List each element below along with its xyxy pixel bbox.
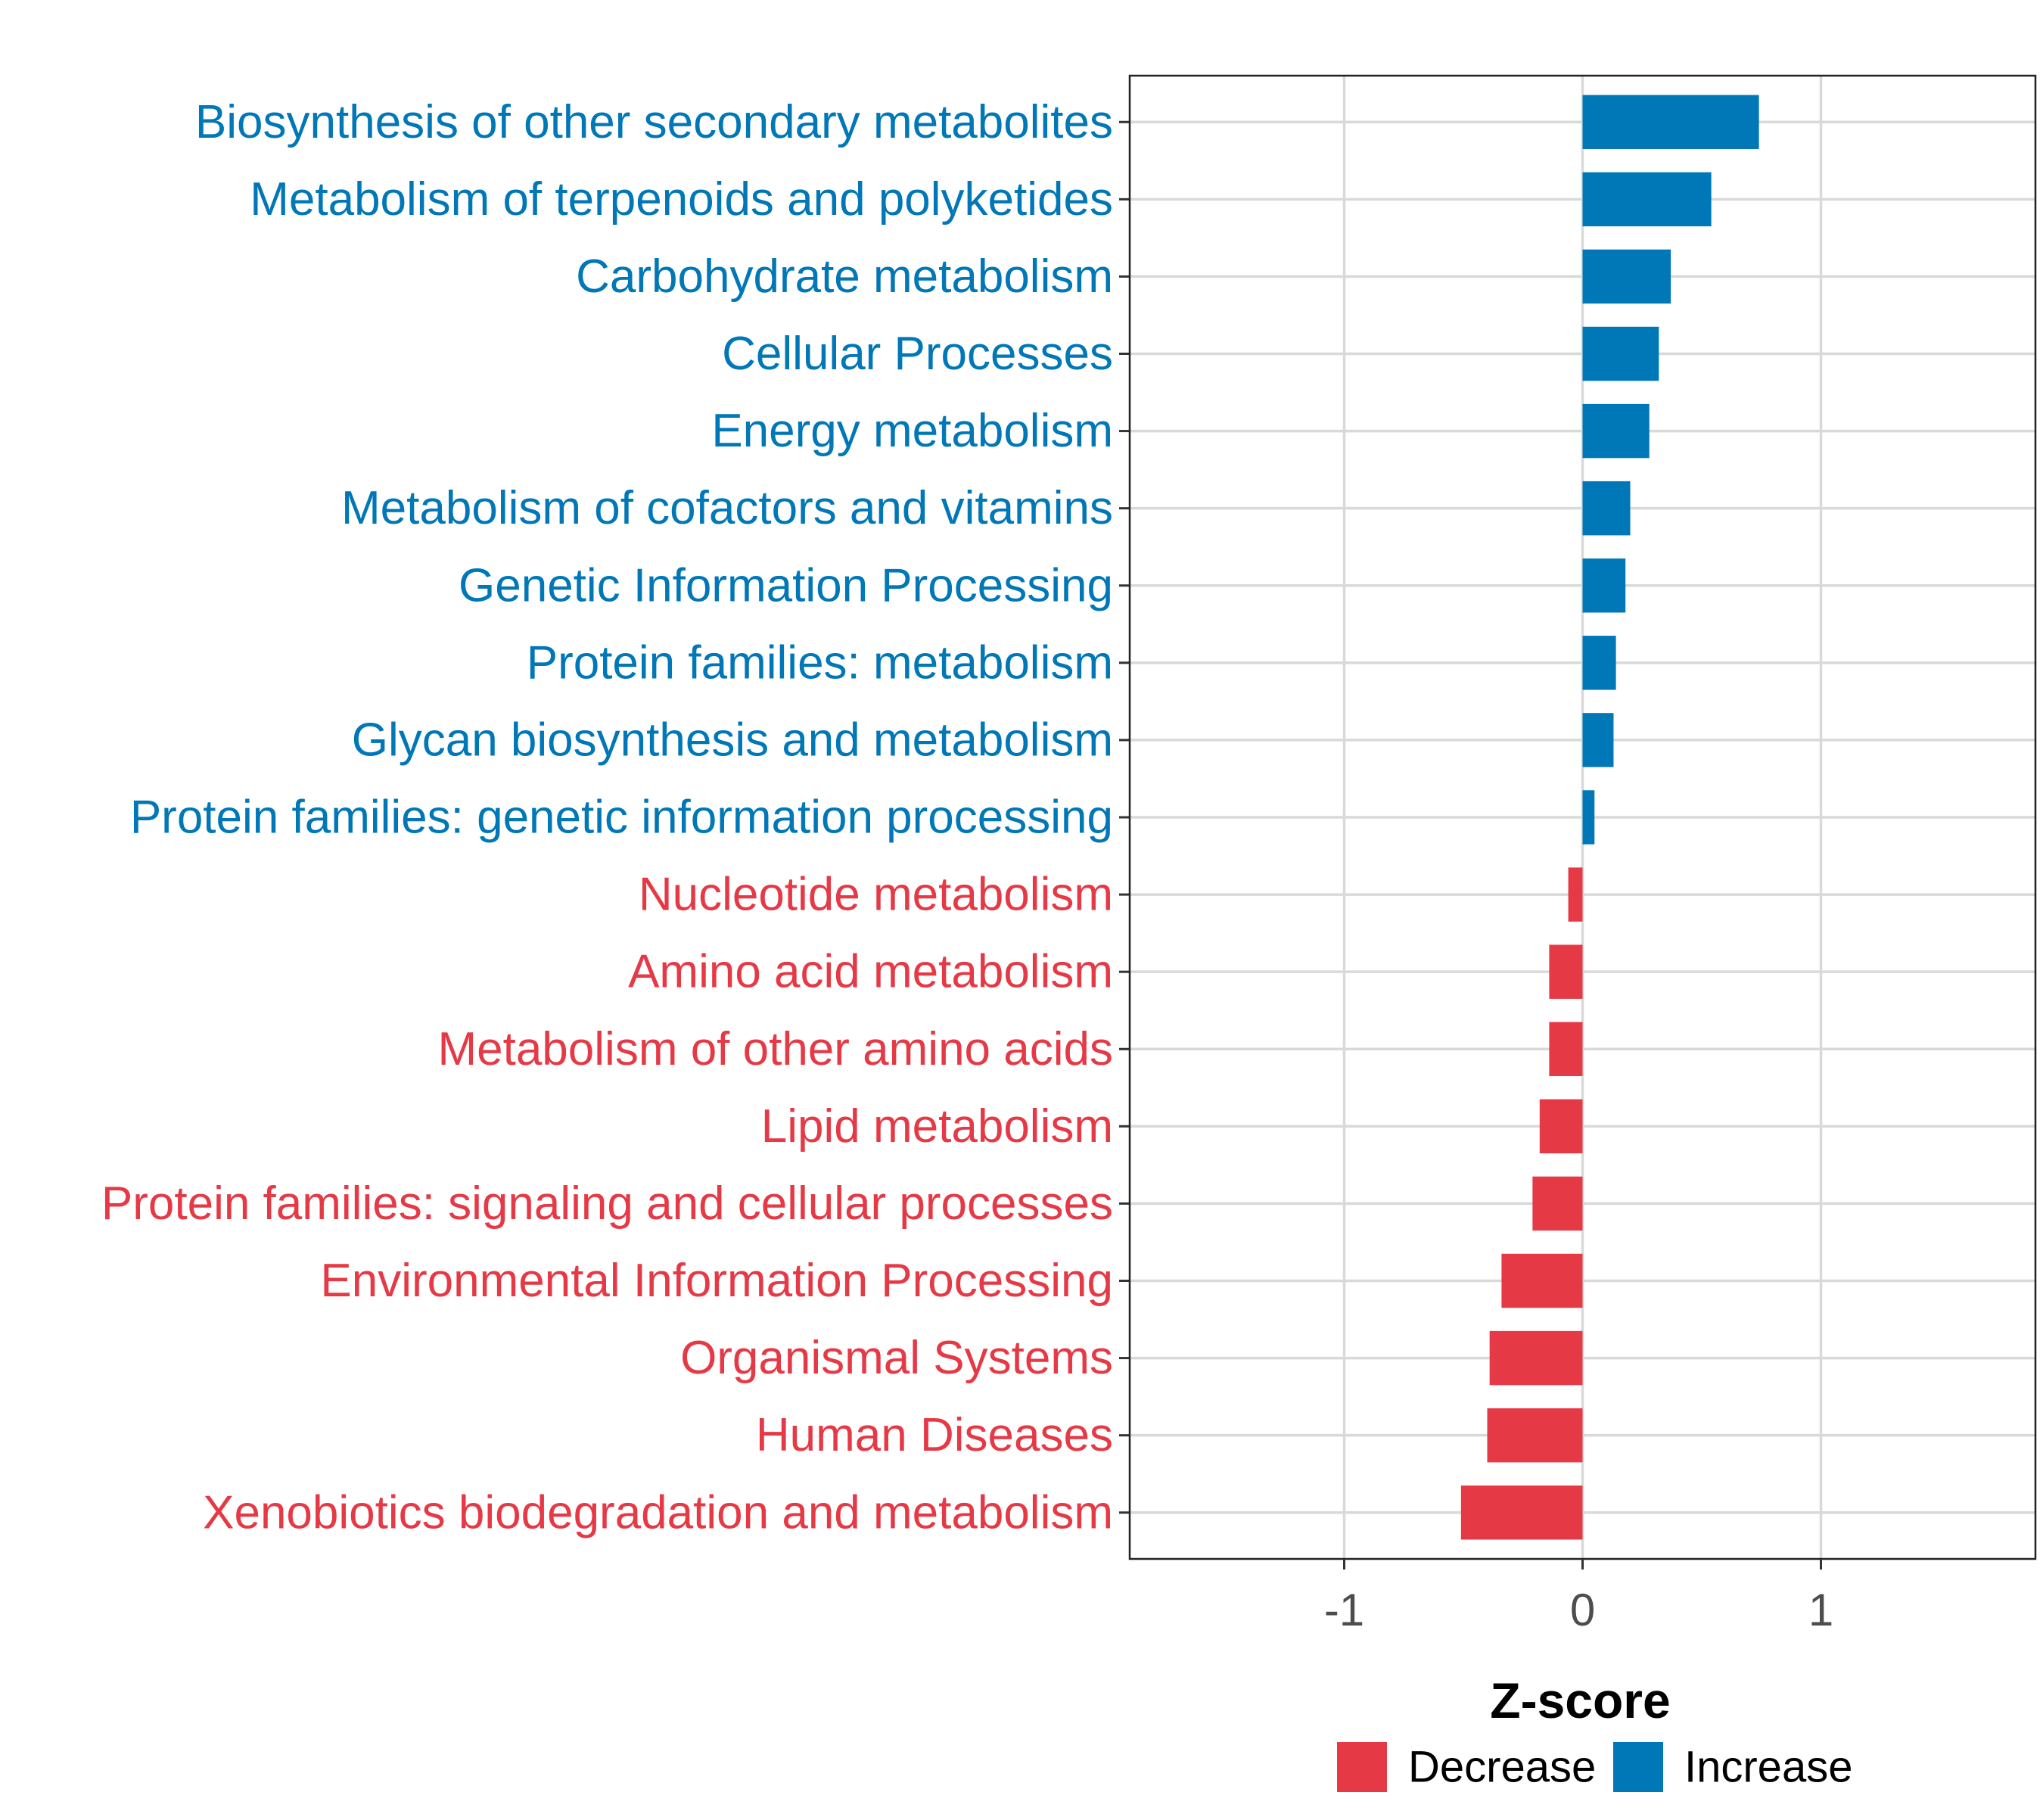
category-label: Carbohydrate metabolism xyxy=(576,250,1113,303)
category-label: Nucleotide metabolism xyxy=(639,869,1113,921)
x-tick-label: 0 xyxy=(1570,1585,1595,1635)
category-label: Protein families: genetic information pr… xyxy=(130,792,1113,844)
legend-label: Decrease xyxy=(1408,1743,1596,1792)
category-label: Metabolism of cofactors and vitamins xyxy=(341,482,1113,534)
bar-increase xyxy=(1582,636,1616,690)
category-label: Metabolism of terpenoids and polyketides xyxy=(250,173,1113,226)
bar-decrease xyxy=(1460,1486,1583,1540)
category-label: Cellular Processes xyxy=(722,328,1113,380)
category-label: Glycan biosynthesis and metabolism xyxy=(352,714,1113,766)
bar-increase xyxy=(1582,326,1659,381)
category-label: Metabolism of other amino acids xyxy=(437,1023,1113,1075)
category-label: Organismal Systems xyxy=(680,1332,1113,1384)
bar-decrease xyxy=(1549,1022,1583,1076)
category-label-layer: Biosynthesis of other secondary metaboli… xyxy=(101,96,1113,1539)
bar-decrease xyxy=(1489,1330,1583,1386)
bar-decrease xyxy=(1539,1099,1583,1154)
legend-swatch xyxy=(1337,1742,1387,1792)
bar-increase xyxy=(1582,713,1614,767)
legend-label: Increase xyxy=(1684,1743,1852,1792)
category-label: Human Diseases xyxy=(756,1409,1113,1461)
x-axis-title: Z-score xyxy=(1490,1672,1670,1728)
category-label: Lipid metabolism xyxy=(761,1100,1113,1153)
category-label: Amino acid metabolism xyxy=(628,946,1113,998)
category-label: Protein families: signaling and cellular… xyxy=(101,1178,1113,1230)
bar-increase xyxy=(1582,95,1759,149)
category-label: Xenobiotics biodegradation and metabolis… xyxy=(203,1486,1113,1538)
bar-increase xyxy=(1582,172,1712,227)
bar-decrease xyxy=(1568,867,1583,922)
axis-layer: -1 0 1 Z-score xyxy=(1119,74,2037,1728)
category-label: Environmental Information Processing xyxy=(320,1255,1113,1307)
bar-increase xyxy=(1582,558,1626,613)
bar-layer xyxy=(1460,95,1759,1540)
bar-increase xyxy=(1582,403,1650,459)
bar-increase xyxy=(1582,249,1671,304)
bar-decrease xyxy=(1501,1253,1583,1308)
legend-item-increase: Increase xyxy=(1613,1742,1852,1792)
category-label: Energy metabolism xyxy=(711,405,1113,457)
bar-increase xyxy=(1582,481,1631,536)
bar-decrease xyxy=(1549,944,1583,999)
legend: Decrease Increase xyxy=(1337,1742,1852,1792)
x-tick-label: 1 xyxy=(1808,1585,1833,1635)
category-label: Genetic Information Processing xyxy=(459,559,1113,611)
legend-item-decrease: Decrease xyxy=(1337,1742,1596,1792)
legend-swatch xyxy=(1613,1742,1663,1792)
x-tick-label: -1 xyxy=(1324,1585,1364,1635)
category-label: Protein families: metabolism xyxy=(527,636,1113,689)
category-label: Biosynthesis of other secondary metaboli… xyxy=(195,96,1113,148)
bar-decrease xyxy=(1532,1176,1583,1231)
bar-increase xyxy=(1582,790,1595,845)
bar-decrease xyxy=(1487,1408,1583,1463)
